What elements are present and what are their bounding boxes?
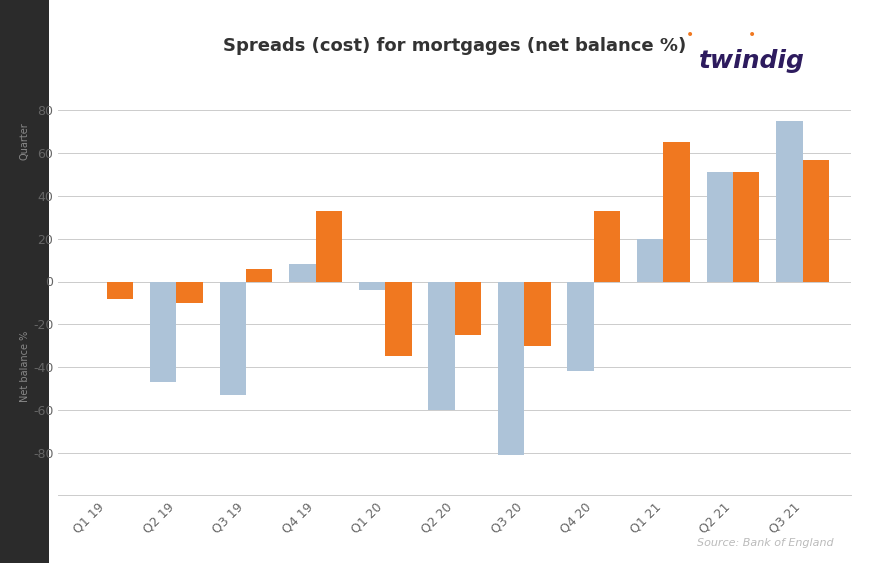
Text: •: • xyxy=(748,28,756,42)
Bar xyxy=(220,282,246,395)
Bar xyxy=(776,121,803,282)
Text: Source: Bank of England: Source: Bank of England xyxy=(697,538,833,548)
Bar xyxy=(663,142,690,282)
Text: •: • xyxy=(685,28,694,42)
Bar xyxy=(454,282,481,335)
Bar xyxy=(107,282,134,298)
Bar xyxy=(594,211,620,282)
Bar xyxy=(803,159,829,282)
Bar xyxy=(177,282,202,303)
Bar xyxy=(498,282,524,455)
Bar xyxy=(385,282,411,356)
Bar xyxy=(524,282,551,346)
Bar xyxy=(315,211,342,282)
Bar xyxy=(428,282,454,410)
Bar xyxy=(637,239,663,282)
Bar xyxy=(567,282,594,372)
Text: twindig: twindig xyxy=(699,48,805,73)
Bar xyxy=(289,265,315,282)
Text: Quarter: Quarter xyxy=(20,122,30,160)
Title: Spreads (cost) for mortgages (net balance %): Spreads (cost) for mortgages (net balanc… xyxy=(223,37,686,55)
Bar xyxy=(707,172,733,282)
Bar xyxy=(150,282,177,382)
Bar xyxy=(358,282,385,290)
Bar xyxy=(246,269,272,282)
Bar xyxy=(733,172,760,282)
Text: Net balance %: Net balance % xyxy=(20,330,30,401)
